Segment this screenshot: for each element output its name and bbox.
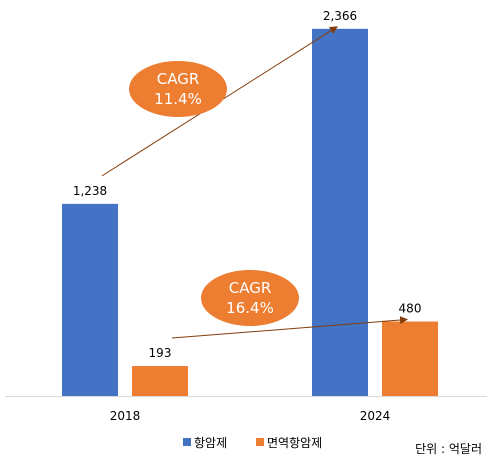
unit-note: 단위 : 억달러 (415, 442, 482, 456)
data-label-s0-c0: 1,238 (73, 184, 107, 198)
cagr-bubble-shape-0 (129, 61, 227, 117)
cagr-value-1: 16.4% (226, 299, 274, 317)
x-tick-labels: 2018 2024 (110, 409, 391, 423)
bar-s0-c1 (312, 28, 368, 396)
cagr-bubble-1: CAGR 16.4% (201, 270, 299, 326)
x-tick-label-1: 2024 (360, 409, 391, 423)
legend-swatch-1 (256, 438, 264, 446)
legend-swatch-0 (183, 438, 191, 446)
legend-label-0: 항암제 (194, 436, 227, 450)
cagr-bubble-shape-1 (201, 270, 299, 326)
legend-item-0: 항암제 (183, 436, 227, 450)
x-tick-label-0: 2018 (110, 409, 141, 423)
cagr-arrow-1 (171, 316, 408, 339)
legend-item-1: 면역항암제 (256, 436, 322, 450)
cagr-value-0: 11.4% (154, 90, 202, 108)
legend-label-1: 면역항암제 (267, 436, 322, 450)
data-label-s1-c1: 480 (399, 302, 422, 316)
bars-layer (62, 28, 438, 396)
bar-s1-c1 (382, 321, 438, 396)
bar-s0-c0 (62, 203, 118, 396)
cagr-bubbles: CAGR 11.4% CAGR 16.4% (129, 61, 299, 326)
data-labels-layer: 1,238 2,366 193 480 (73, 9, 422, 360)
legend: 항암제 면역항암제 (183, 436, 322, 450)
data-label-s0-c1: 2,366 (323, 9, 357, 23)
cagr-title-0: CAGR (157, 70, 200, 88)
cagr-bubble-0: CAGR 11.4% (129, 61, 227, 117)
data-label-s1-c0: 193 (149, 346, 172, 360)
bar-s1-c0 (132, 366, 188, 396)
cagr-title-1: CAGR (229, 279, 272, 297)
